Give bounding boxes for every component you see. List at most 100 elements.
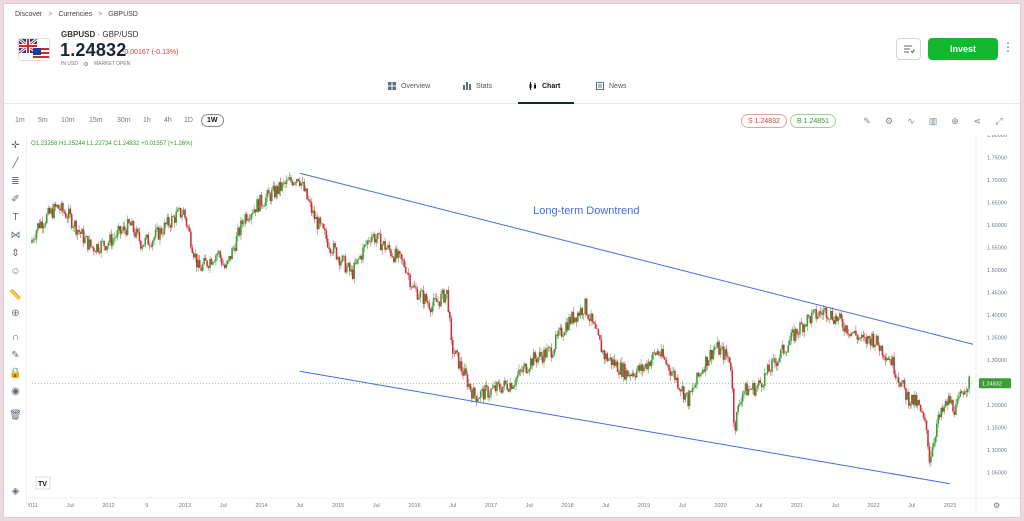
brush-icon[interactable]: ✐ bbox=[11, 194, 20, 205]
candle-body bbox=[226, 260, 229, 264]
candle-body bbox=[909, 403, 912, 406]
candle-body bbox=[449, 312, 451, 319]
timeframe-10m[interactable]: 10m bbox=[61, 117, 75, 124]
candle-body bbox=[703, 369, 706, 372]
candle-body bbox=[905, 387, 907, 400]
fullscreen-icon[interactable]: ⤢ bbox=[995, 115, 1003, 126]
symbol-separator: · bbox=[97, 30, 101, 39]
tab-label: Chart bbox=[542, 82, 561, 90]
tab-label: Stats bbox=[476, 82, 492, 90]
candle-body bbox=[603, 350, 606, 360]
trendline-icon[interactable]: ╱ bbox=[12, 158, 19, 169]
candle-body bbox=[841, 319, 844, 328]
candle-body bbox=[610, 357, 613, 366]
lock-icon[interactable]: 🔒 bbox=[9, 368, 22, 379]
candle-body bbox=[819, 311, 822, 314]
draw-pencil-icon[interactable]: ✎ bbox=[863, 115, 871, 126]
lock-drawings-icon[interactable]: ✎ bbox=[11, 350, 20, 361]
candle-body bbox=[532, 352, 535, 366]
candle-body bbox=[552, 354, 554, 358]
candle-body bbox=[300, 183, 303, 186]
current-price-tag bbox=[979, 378, 1011, 389]
candle-body bbox=[506, 383, 509, 390]
candle-body bbox=[553, 349, 556, 355]
zoom-icon[interactable]: ⊕ bbox=[11, 308, 20, 319]
pattern-icon[interactable]: ⋈ bbox=[10, 230, 21, 241]
candle-body bbox=[316, 216, 319, 230]
fib-lines-icon[interactable]: ≣ bbox=[11, 176, 20, 187]
candle-body bbox=[918, 400, 920, 405]
candle-body bbox=[594, 323, 597, 329]
candle-body bbox=[425, 293, 428, 302]
timeframe-30m[interactable]: 30m bbox=[117, 117, 131, 124]
add-compare-icon[interactable]: ⊕ bbox=[951, 115, 959, 126]
crosshair-icon[interactable]: ✛ bbox=[11, 140, 20, 151]
candle-body bbox=[157, 227, 160, 240]
layers-icon[interactable]: ◈ bbox=[11, 486, 20, 497]
visibility-icon[interactable]: ◉ bbox=[11, 386, 20, 397]
candle-body bbox=[919, 404, 922, 412]
share-icon[interactable]: ⋖ bbox=[973, 115, 981, 126]
invest-button[interactable]: Invest bbox=[928, 38, 998, 60]
candle-body bbox=[51, 208, 54, 219]
breadcrumb-currencies[interactable]: Currencies bbox=[58, 11, 93, 18]
text-tool-icon[interactable]: T bbox=[12, 212, 19, 223]
candle-body bbox=[818, 311, 820, 317]
candle-body bbox=[272, 185, 275, 191]
candle-body bbox=[94, 251, 97, 253]
trash-icon[interactable]: 🗑 bbox=[9, 410, 22, 421]
candle-body bbox=[90, 239, 92, 247]
candle-body bbox=[359, 255, 361, 259]
timeframe-4h[interactable]: 4h bbox=[164, 117, 172, 124]
sell-price-button[interactable]: S 1.24832 bbox=[741, 114, 787, 128]
candle-body bbox=[899, 382, 901, 387]
candle-body bbox=[757, 380, 760, 386]
y-tick-label: 1.05000 bbox=[987, 471, 1007, 477]
candle-body bbox=[297, 179, 300, 181]
candle-body bbox=[276, 186, 279, 194]
candle-body bbox=[912, 394, 915, 405]
instrument-symbol: GBPUSD bbox=[61, 30, 96, 39]
candle-body bbox=[244, 214, 247, 224]
candle-body bbox=[877, 335, 879, 346]
indicators-icon[interactable]: ∿ bbox=[907, 115, 915, 126]
timeframe-15m[interactable]: 15m bbox=[89, 117, 103, 124]
more-vertical-icon[interactable]: ⋮ bbox=[1002, 40, 1014, 54]
measure-icon[interactable]: ⇕ bbox=[11, 248, 20, 259]
candle-body bbox=[894, 373, 897, 378]
candle-body bbox=[488, 395, 491, 398]
ruler-icon[interactable]: 📏 bbox=[9, 290, 22, 301]
settings-gear-icon[interactable]: ⚙ bbox=[884, 115, 894, 126]
watchlist-button[interactable] bbox=[896, 38, 921, 60]
timeframe-1h[interactable]: 1h bbox=[143, 117, 151, 124]
candle-body bbox=[641, 364, 644, 372]
tab-chart[interactable]: Chart bbox=[529, 82, 560, 90]
tab-stats[interactable]: Stats bbox=[463, 82, 492, 90]
tab-overview[interactable]: Overview bbox=[388, 82, 430, 90]
candle-body bbox=[828, 318, 831, 320]
timeframe-1m[interactable]: 1m bbox=[15, 117, 25, 124]
timeframe-1w[interactable]: 1W bbox=[201, 114, 224, 127]
news-icon bbox=[596, 82, 604, 90]
candle-body bbox=[150, 245, 152, 247]
emoji-icon[interactable]: ☺ bbox=[10, 266, 21, 277]
candle-body bbox=[537, 357, 539, 363]
timeframe-1d[interactable]: 1D bbox=[184, 117, 193, 124]
candle-body bbox=[568, 317, 570, 331]
candle-body bbox=[484, 385, 486, 400]
candle-body bbox=[653, 352, 656, 354]
magnet-icon[interactable]: ∩ bbox=[11, 332, 20, 343]
candle-body bbox=[737, 405, 739, 413]
chart-icon bbox=[529, 82, 536, 90]
candle-body bbox=[822, 310, 825, 315]
chart-type-icon[interactable]: ▥ bbox=[928, 115, 938, 126]
timeframe-5m[interactable]: 5m bbox=[38, 117, 48, 124]
x-tick-label: 2020 bbox=[714, 503, 726, 509]
tab-news[interactable]: News bbox=[596, 82, 627, 90]
candle-body bbox=[306, 188, 308, 200]
x-tick-label: 2015 bbox=[332, 503, 344, 509]
breadcrumb-discover[interactable]: Discover bbox=[15, 11, 43, 18]
price-chart[interactable]: 1.80000 1.75000 1.70000 1.65000 1.60000 1.550… bbox=[28, 135, 1020, 513]
candle-body bbox=[334, 243, 336, 248]
buy-price-button[interactable]: B 1.24851 bbox=[790, 114, 836, 128]
